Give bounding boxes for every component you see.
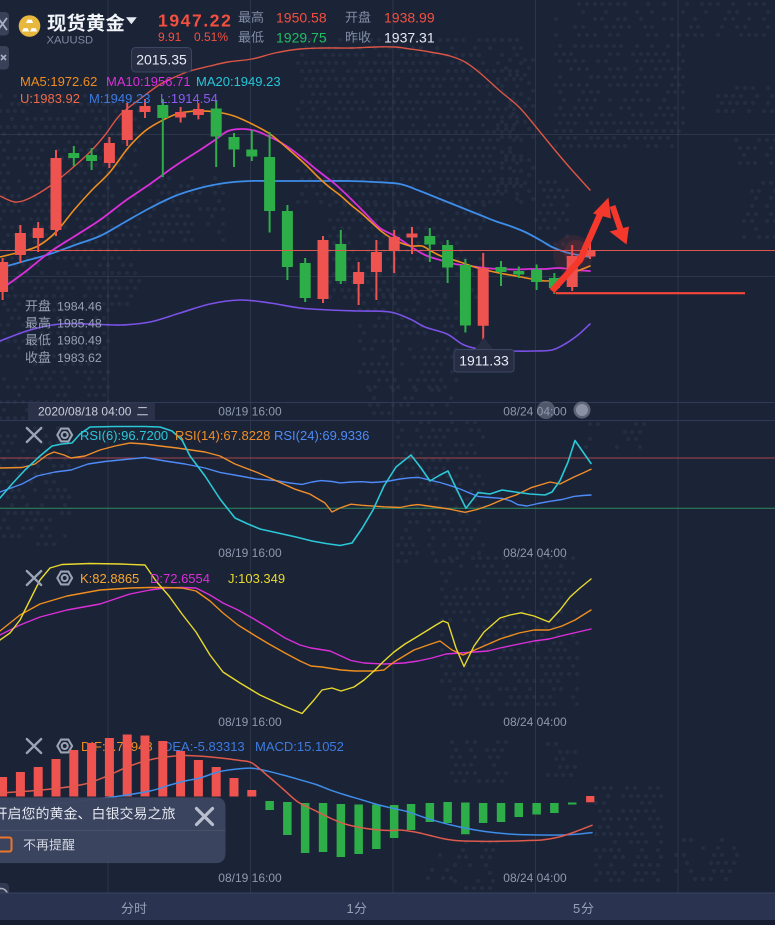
svg-text:0.51%: 0.51% <box>194 30 228 44</box>
svg-text:MA10:1956.71: MA10:1956.71 <box>106 74 191 89</box>
svg-text:RSI(24):69.9336: RSI(24):69.9336 <box>274 428 369 443</box>
svg-text:DEA:-5.83313: DEA:-5.83313 <box>163 739 245 754</box>
svg-text:U:1983.92: U:1983.92 <box>20 91 80 106</box>
svg-text:J:103.349: J:103.349 <box>228 571 285 586</box>
svg-text:08/24 04:00: 08/24 04:00 <box>503 546 567 560</box>
svg-text:08/24 04:00: 08/24 04:00 <box>503 715 567 729</box>
svg-text:K:82.8865: K:82.8865 <box>80 571 139 586</box>
svg-text:L:1914.54: L:1914.54 <box>160 91 218 106</box>
svg-text:1985.48: 1985.48 <box>57 317 102 331</box>
svg-text:MA5:1972.62: MA5:1972.62 <box>20 74 97 89</box>
svg-text:08/19 16:00: 08/19 16:00 <box>218 715 282 729</box>
svg-text:2020/08/18 04:00: 2020/08/18 04:00 <box>38 405 132 419</box>
svg-text:1947.22: 1947.22 <box>158 11 232 31</box>
svg-text:2015.35: 2015.35 <box>136 52 187 68</box>
svg-text:08/19 16:00: 08/19 16:00 <box>218 405 282 419</box>
svg-text:08/24 04:00: 08/24 04:00 <box>503 871 567 885</box>
svg-text:1983.62: 1983.62 <box>57 351 102 365</box>
svg-text:M:1949.23: M:1949.23 <box>89 91 150 106</box>
svg-text:RSI(14):67.8228: RSI(14):67.8228 <box>175 428 270 443</box>
svg-text:1929.75: 1929.75 <box>276 30 327 46</box>
svg-text:5: 5 <box>573 901 580 916</box>
svg-text:XAUUSD: XAUUSD <box>47 35 94 47</box>
svg-text:1980.49: 1980.49 <box>57 334 102 348</box>
svg-text:MACD:15.1052: MACD:15.1052 <box>255 739 344 754</box>
svg-text:08/19 16:00: 08/19 16:00 <box>218 871 282 885</box>
svg-text:DIF:1.71948: DIF:1.71948 <box>81 739 153 754</box>
svg-text:1: 1 <box>347 901 354 916</box>
svg-text:MA20:1949.23: MA20:1949.23 <box>196 74 281 89</box>
svg-text:9.91: 9.91 <box>158 30 182 44</box>
svg-text:08/19 16:00: 08/19 16:00 <box>218 546 282 560</box>
svg-text:1938.99: 1938.99 <box>384 10 435 26</box>
svg-text:1950.58: 1950.58 <box>276 10 327 26</box>
svg-text:RSI(6):96.7200: RSI(6):96.7200 <box>80 428 168 443</box>
svg-text:D:72.6554: D:72.6554 <box>150 571 210 586</box>
svg-text:1937.31: 1937.31 <box>384 30 435 46</box>
svg-text:1911.33: 1911.33 <box>459 353 509 369</box>
svg-text:08/24 04:00: 08/24 04:00 <box>503 405 567 419</box>
svg-text:1984.46: 1984.46 <box>57 300 102 314</box>
